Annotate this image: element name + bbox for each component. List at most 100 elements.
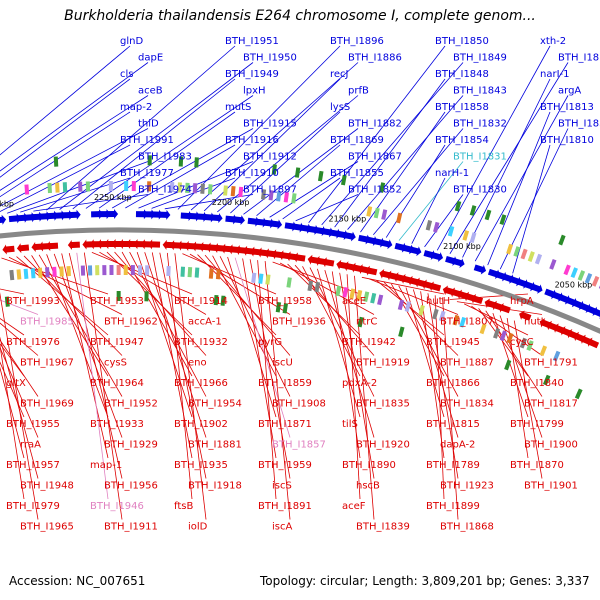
forward-gene-label: mutS xyxy=(225,102,251,113)
rna-mark xyxy=(53,156,59,167)
cog-category-block xyxy=(381,209,388,220)
forward-gene-arrow xyxy=(430,252,444,262)
reverse-gene-arrow xyxy=(89,239,102,250)
reverse-gene-label: BTH_I1962 xyxy=(104,317,158,328)
reverse-gene-arrow xyxy=(104,239,117,250)
reverse-gene-label: BTH_I1789 xyxy=(426,460,480,471)
forward-gene-label: BTH_I1867 xyxy=(348,152,402,163)
label-callout-line xyxy=(190,62,359,211)
label-callout-line xyxy=(398,161,464,241)
label-callout-line xyxy=(354,275,375,520)
forward-gene-label: BTH_I1974 xyxy=(138,185,192,196)
cog-category-block xyxy=(584,272,593,284)
reverse-gene-label: iscS xyxy=(272,481,292,492)
cog-category-block xyxy=(563,264,571,276)
reverse-gene-label: BTH_I1985 xyxy=(20,317,74,328)
label-callout-line xyxy=(59,62,254,210)
label-callout-line xyxy=(269,161,359,218)
forward-gene-label: BTH_I1831 xyxy=(453,152,507,163)
reverse-gene-label: BTH_I1890 xyxy=(342,460,396,471)
cog-category-block xyxy=(335,285,342,297)
reverse-gene-label: BTH_I1958 xyxy=(258,296,312,307)
cog-category-block xyxy=(180,266,186,277)
reverse-gene-arrow xyxy=(97,239,110,250)
reverse-gene-label: BTH_I1908 xyxy=(272,399,326,410)
cog-category-block xyxy=(396,212,403,224)
label-callout-line xyxy=(0,339,39,397)
label-callout-line xyxy=(294,264,375,356)
reverse-gene-label: BTH_I1969 xyxy=(20,399,74,410)
cog-category-block xyxy=(526,340,534,351)
cog-category-block xyxy=(192,183,198,194)
reverse-gene-label: BTH_I1901 xyxy=(524,481,578,492)
forward-gene-label: BTH_I1912 xyxy=(243,152,297,163)
rna-mark xyxy=(558,234,566,246)
label-callout-line xyxy=(346,274,361,500)
forward-gene-label: BTH_I1836 xyxy=(558,119,600,130)
label-callout-line xyxy=(0,322,39,356)
reverse-gene-label: pyrG xyxy=(258,337,282,348)
forward-gene-arrow xyxy=(592,308,600,319)
forward-gene-arrow xyxy=(210,213,223,224)
rna-mark xyxy=(379,182,386,193)
forward-gene-arrow xyxy=(158,209,171,220)
reverse-gene-arrow xyxy=(293,252,306,263)
reverse-gene-label: BTH_I1900 xyxy=(524,440,578,451)
label-callout-line xyxy=(264,261,291,520)
cog-category-block xyxy=(433,221,440,233)
label-callout-line xyxy=(256,144,341,217)
label-callout-line xyxy=(144,252,207,438)
label-callout-line xyxy=(478,308,529,377)
forward-gene-label: BTH_I1949 xyxy=(225,69,279,80)
cog-category-block xyxy=(534,253,543,265)
reverse-gene-label: BTH_I1954 xyxy=(188,399,242,410)
reverse-gene-label: BTH_I1911 xyxy=(104,522,158,533)
label-callout-line xyxy=(321,62,464,226)
cog-category-block xyxy=(506,332,514,344)
cog-category-block xyxy=(519,337,528,349)
label-callout-line xyxy=(347,95,464,230)
cog-category-block xyxy=(260,189,267,200)
cog-category-block xyxy=(109,265,114,276)
label-callout-line xyxy=(0,336,39,479)
reverse-gene-label: BTH_I1791 xyxy=(524,358,578,369)
label-callout-line xyxy=(324,269,375,438)
forward-gene-arrow xyxy=(106,209,119,220)
forward-gene-label: BTH_I1910 xyxy=(225,168,279,179)
ruler-tick-label: 2250 kbp xyxy=(94,193,132,202)
forward-gene-label: BTH_I1916 xyxy=(225,135,279,146)
forward-gene-label: BTH_I1810 xyxy=(540,135,594,146)
cog-category-block xyxy=(283,192,289,203)
cog-category-block xyxy=(108,181,113,192)
cog-category-block xyxy=(342,286,349,298)
label-callout-line xyxy=(177,45,341,210)
reverse-gene-label: gltX xyxy=(6,378,26,389)
label-callout-line xyxy=(513,320,543,479)
label-callout-line xyxy=(68,253,123,479)
reverse-gene-label: BTH_I1966 xyxy=(174,378,228,389)
forward-gene-arrow xyxy=(473,264,487,275)
label-callout-line xyxy=(114,251,207,356)
label-callout-line xyxy=(230,111,341,214)
rna-mark xyxy=(499,214,507,225)
forward-gene-label: prfB xyxy=(348,86,369,97)
label-callout-line xyxy=(334,78,446,228)
reverse-gene-label: cysC xyxy=(510,337,534,348)
label-callout-line xyxy=(46,45,236,211)
cog-category-block xyxy=(577,270,586,281)
rna-mark xyxy=(144,291,149,302)
cog-category-block xyxy=(146,181,152,192)
forward-gene-label: BTH_I1854 xyxy=(435,135,489,146)
cog-category-block xyxy=(185,182,190,193)
reverse-gene-label: BTH_I1920 xyxy=(356,440,410,451)
reverse-gene-arrow xyxy=(16,243,30,254)
reverse-gene-arrow xyxy=(82,239,95,250)
cog-category-block xyxy=(265,274,271,285)
forward-gene-label: BTH_I1849 xyxy=(453,53,507,64)
cog-category-block xyxy=(404,301,412,312)
reverse-gene-label: aceF xyxy=(342,501,366,512)
ruler-tick-label: 2300 kbp xyxy=(0,199,14,208)
cog-category-block xyxy=(80,265,86,276)
forward-gene-label: BTH_I1983 xyxy=(138,152,192,163)
cog-category-block xyxy=(223,185,228,196)
